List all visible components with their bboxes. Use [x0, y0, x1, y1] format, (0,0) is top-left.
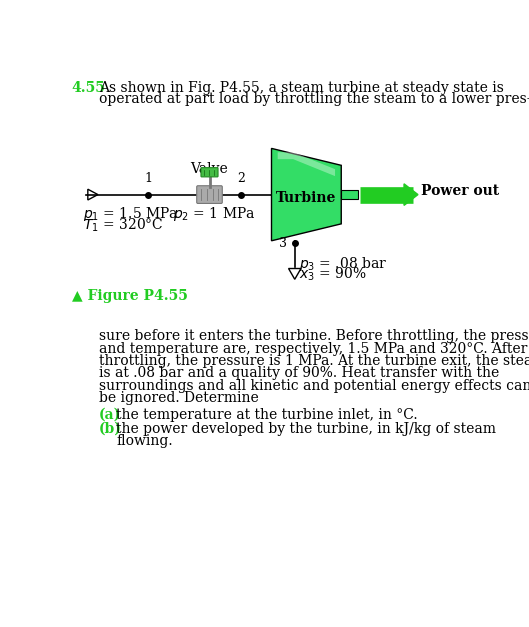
FancyBboxPatch shape [341, 190, 358, 199]
Text: $x_3$ = 90%: $x_3$ = 90% [299, 265, 367, 283]
Text: $p_1$ = 1.5 MPa: $p_1$ = 1.5 MPa [83, 206, 179, 223]
FancyBboxPatch shape [197, 186, 222, 203]
Text: As shown in Fig. P4.55, a steam turbine at steady state is: As shown in Fig. P4.55, a steam turbine … [99, 82, 504, 95]
Text: the temperature at the turbine inlet, in °C.: the temperature at the turbine inlet, in… [116, 408, 418, 422]
Text: 1: 1 [144, 172, 152, 186]
Polygon shape [271, 149, 341, 241]
Text: 3: 3 [279, 236, 287, 250]
Text: surroundings and all kinetic and potential energy effects can: surroundings and all kinetic and potenti… [99, 379, 529, 393]
Text: Turbine: Turbine [276, 191, 336, 204]
Text: the power developed by the turbine, in kJ/kg of steam: the power developed by the turbine, in k… [116, 422, 497, 436]
Text: and temperature are, respectively, 1.5 MPa and 320°C. After: and temperature are, respectively, 1.5 M… [99, 342, 527, 356]
Text: Power out: Power out [421, 184, 499, 198]
Text: ▲ Figure P4.55: ▲ Figure P4.55 [71, 289, 187, 303]
Text: (a): (a) [99, 408, 121, 422]
FancyBboxPatch shape [201, 167, 218, 177]
Text: operated at part load by throttling the steam to a lower pres-: operated at part load by throttling the … [99, 92, 529, 106]
Text: throttling, the pressure is 1 MPa. At the turbine exit, the steam: throttling, the pressure is 1 MPa. At th… [99, 354, 529, 368]
Text: flowing.: flowing. [116, 434, 173, 448]
Text: be ignored. Determine: be ignored. Determine [99, 391, 259, 405]
Polygon shape [278, 152, 335, 176]
Text: $p_2$ = 1 MPa: $p_2$ = 1 MPa [173, 206, 256, 223]
Polygon shape [404, 184, 418, 206]
Text: 2: 2 [238, 172, 245, 186]
Text: 4.55: 4.55 [71, 82, 105, 95]
Text: $p_3$ = .08 bar: $p_3$ = .08 bar [299, 255, 388, 273]
Text: is at .08 bar and a quality of 90%. Heat transfer with the: is at .08 bar and a quality of 90%. Heat… [99, 366, 499, 381]
Text: sure before it enters the turbine. Before throttling, the pressure: sure before it enters the turbine. Befor… [99, 329, 529, 344]
Text: Valve: Valve [190, 162, 229, 176]
Text: (b): (b) [99, 422, 122, 436]
Text: $T_1$ = 320°C: $T_1$ = 320°C [83, 216, 164, 233]
